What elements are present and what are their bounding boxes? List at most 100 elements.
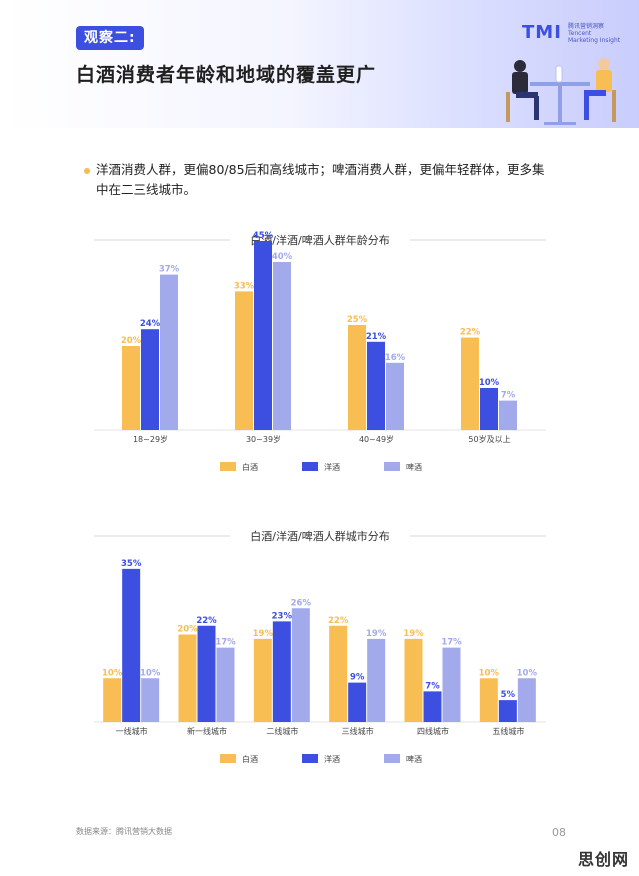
- data-label: 17%: [215, 638, 236, 648]
- data-label: 37%: [159, 265, 180, 275]
- bar: [273, 262, 291, 430]
- data-label: 45%: [253, 231, 274, 241]
- data-label: 20%: [177, 625, 198, 635]
- city-chart-svg: 白酒/洋酒/啤酒人群城市分布10%35%10%一线城市20%22%17%新一线城…: [94, 529, 546, 764]
- data-label: 20%: [121, 336, 142, 346]
- watermark: 思创网: [578, 850, 630, 869]
- data-label: 26%: [291, 598, 312, 608]
- data-label: 19%: [253, 629, 274, 639]
- page-title: 白酒消费者年龄和地域的覆盖更广: [76, 64, 377, 86]
- bar: [291, 608, 310, 722]
- bar: [386, 362, 404, 430]
- data-label: 10%: [517, 668, 538, 678]
- age-chart-svg: 白酒/洋酒/啤酒人群年龄分布 20% 24% 37% 18~29岁 33% 45% 40% 30…: [94, 231, 546, 472]
- data-label: 21%: [366, 332, 387, 342]
- section-badge: 观察二:: [76, 26, 144, 50]
- city-distribution-chart: 白酒/洋酒/啤酒人群城市分布 10% 35% 10% 一线城市 20% 22% 17% 新一线城…: [80, 524, 560, 774]
- data-label: 5%: [501, 690, 516, 700]
- bar: [235, 291, 253, 430]
- bar: [272, 621, 291, 722]
- logo-caption: 腾讯营销洞察 Tencent Marketing Insight: [568, 23, 620, 44]
- meeting-illustration: [506, 58, 616, 125]
- x-tick-label: 五线城市: [492, 726, 524, 736]
- data-label: 10%: [102, 668, 123, 678]
- bar: [122, 346, 140, 430]
- x-tick-label: 40~49岁: [359, 434, 394, 444]
- data-label: 9%: [350, 673, 365, 683]
- legend-swatch: [384, 754, 400, 763]
- bar: [367, 638, 386, 722]
- data-label: 7%: [425, 681, 440, 691]
- tmi-logo: TMI 腾讯营销洞察 Tencent Marketing Insight: [522, 22, 620, 44]
- x-tick-label: 二线城市: [266, 726, 298, 736]
- bar: [423, 691, 442, 722]
- data-label: 23%: [272, 611, 293, 621]
- header-background: [0, 0, 639, 128]
- bar: [178, 634, 197, 722]
- data-source: 数据来源：腾讯营销大数据: [76, 827, 172, 836]
- bar: [103, 678, 122, 722]
- logo-mark: TMI: [522, 22, 562, 43]
- x-tick-label: 一线城市: [116, 726, 148, 736]
- legend-swatch: [302, 754, 318, 763]
- chart-title: 白酒/洋酒/啤酒人群城市分布: [250, 529, 389, 543]
- x-tick-label: 新一线城市: [187, 726, 227, 736]
- legend-swatch: [220, 754, 236, 763]
- legend-label: 白酒: [242, 462, 258, 472]
- age-distribution-chart: 白酒/洋酒/啤酒人群年龄分布 20% 24% 37% 18~29岁 33% 45% 40% 30…: [80, 228, 560, 478]
- data-label: 22%: [196, 616, 217, 626]
- data-label: 17%: [441, 638, 462, 648]
- bar: [141, 678, 160, 722]
- legend-swatch: [220, 462, 236, 471]
- x-tick-label: 18~29岁: [133, 434, 168, 444]
- data-label: 7%: [501, 391, 516, 401]
- bar: [216, 647, 235, 722]
- data-label: 22%: [328, 616, 349, 626]
- data-label: 10%: [479, 378, 500, 388]
- bullet-dot: [84, 168, 90, 174]
- bar: [480, 388, 498, 430]
- data-label: 25%: [347, 315, 368, 325]
- chart-title: 白酒/洋酒/啤酒人群年龄分布: [250, 233, 389, 247]
- insight-text: 洋酒消费人群，更偏80/85后和高线城市；啤酒消费人群，更偏年轻群体，更多集中在…: [96, 162, 545, 197]
- bar: [329, 625, 348, 722]
- bar: [404, 638, 423, 722]
- data-label: 35%: [121, 559, 142, 569]
- data-label: 19%: [366, 629, 387, 639]
- bar: [517, 678, 536, 722]
- legend-label: 洋酒: [324, 754, 340, 764]
- bar: [442, 647, 461, 722]
- bar: [348, 682, 367, 722]
- data-label: 33%: [234, 281, 255, 291]
- bar: [367, 341, 385, 430]
- bar: [348, 325, 366, 430]
- bar: [498, 700, 517, 722]
- x-tick-label: 四线城市: [417, 726, 449, 736]
- bar: [499, 400, 517, 430]
- legend-label: 洋酒: [324, 462, 340, 472]
- logo-caption-cn: 腾讯营销洞察: [568, 23, 605, 30]
- bar: [141, 329, 159, 430]
- bar: [479, 678, 498, 722]
- page-number: 08: [552, 826, 566, 839]
- legend-label: 啤酒: [406, 462, 422, 472]
- data-label: 40%: [272, 252, 293, 262]
- bar: [253, 638, 272, 722]
- data-label: 24%: [140, 319, 161, 329]
- data-label: 16%: [385, 353, 406, 363]
- legend-swatch: [302, 462, 318, 471]
- legend-label: 啤酒: [406, 754, 422, 764]
- bar: [461, 337, 479, 430]
- bar: [254, 241, 272, 430]
- logo-caption-en1: Tencent: [568, 30, 592, 37]
- data-label: 10%: [479, 668, 500, 678]
- data-label: 10%: [140, 668, 161, 678]
- legend-label: 白酒: [242, 754, 258, 764]
- bar: [122, 568, 141, 722]
- data-label: 22%: [460, 328, 481, 338]
- x-tick-label: 三线城市: [342, 726, 374, 736]
- bar: [160, 274, 178, 430]
- data-label: 19%: [403, 629, 424, 639]
- bar: [197, 625, 216, 722]
- x-tick-label: 30~39岁: [246, 434, 281, 444]
